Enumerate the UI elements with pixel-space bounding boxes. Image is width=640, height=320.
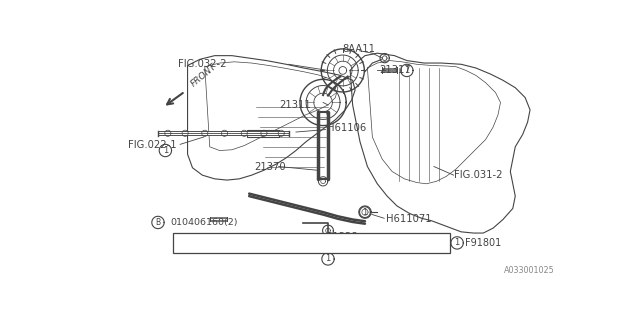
Text: FIG.032-2: FIG.032-2 <box>179 59 227 69</box>
Text: A033001025: A033001025 <box>504 267 555 276</box>
Text: H61106: H61106 <box>327 123 366 132</box>
Text: 21328: 21328 <box>326 232 358 242</box>
Bar <box>173 233 450 253</box>
Text: B: B <box>156 218 161 227</box>
Text: 1: 1 <box>325 254 331 263</box>
Text: FIG.022-1: FIG.022-1 <box>128 140 177 150</box>
Text: 1: 1 <box>454 238 460 247</box>
Text: 21317: 21317 <box>380 65 412 76</box>
Text: FRONT: FRONT <box>189 62 218 89</box>
Text: F91801: F91801 <box>465 238 501 248</box>
Polygon shape <box>451 237 463 249</box>
Text: 1: 1 <box>362 208 367 217</box>
Polygon shape <box>152 216 164 228</box>
Text: 010406160(2): 010406160(2) <box>170 218 238 227</box>
Polygon shape <box>159 144 172 157</box>
Polygon shape <box>359 206 371 218</box>
Polygon shape <box>322 253 334 265</box>
Polygon shape <box>401 64 413 76</box>
Text: H611071: H611071 <box>386 214 432 224</box>
Text: FIG.031-2: FIG.031-2 <box>454 170 502 180</box>
Text: 21370: 21370 <box>254 162 285 172</box>
Bar <box>246 130 279 137</box>
Text: 21311: 21311 <box>279 100 311 110</box>
Text: 1: 1 <box>163 146 168 155</box>
Text: 8AA11: 8AA11 <box>343 44 376 54</box>
Text: 1: 1 <box>404 66 410 75</box>
